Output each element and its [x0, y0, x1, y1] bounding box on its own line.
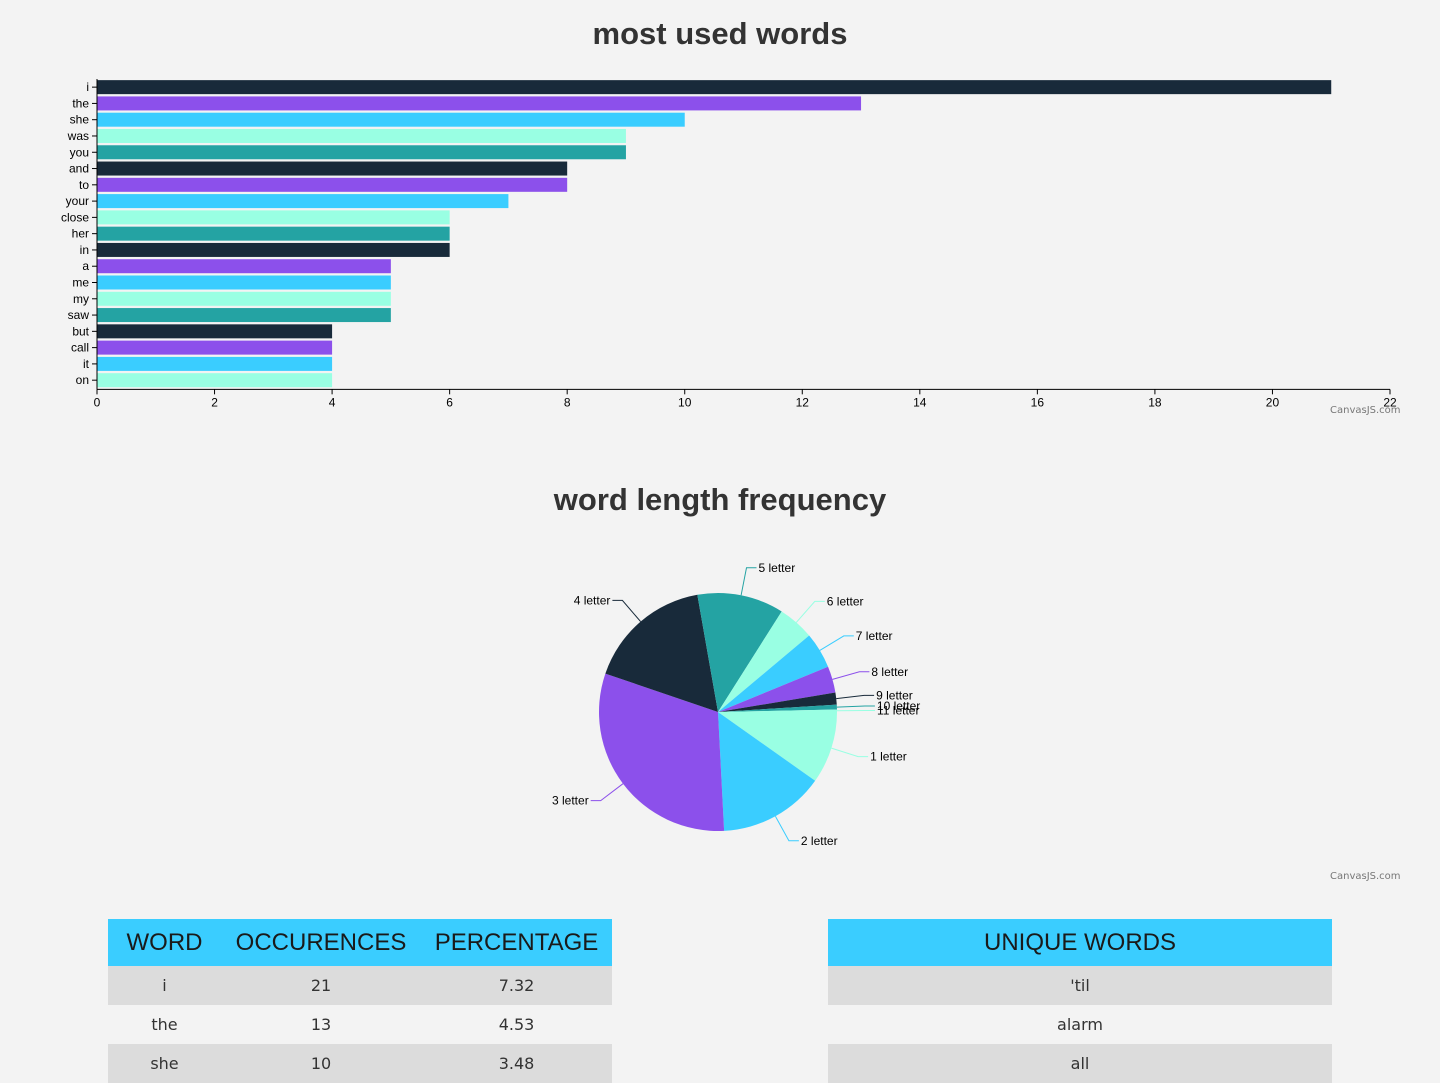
- pie-label: 3 letter: [552, 794, 589, 808]
- cell-percentage: 3.48: [421, 1044, 612, 1083]
- table-row: all: [828, 1044, 1332, 1083]
- pie-label: 11 letter: [877, 704, 919, 718]
- cell-occurences: 10: [221, 1044, 421, 1083]
- header-unique-words: UNIQUE WORDS: [828, 919, 1332, 966]
- cell-word: i: [108, 966, 221, 1005]
- word-occurrences-table: WORD OCCURENCES PERCENTAGE i 21 7.32 the…: [108, 919, 612, 1083]
- cell-word: she: [108, 1044, 221, 1083]
- pie-leader-line: [591, 784, 623, 801]
- pie-leader-line: [612, 600, 640, 621]
- pie-label: 4 letter: [574, 593, 611, 607]
- table-row: 'til: [828, 966, 1332, 1005]
- pie-leader-line: [833, 672, 870, 680]
- cell-percentage: 7.32: [421, 966, 612, 1005]
- cell-unique-word: all: [828, 1044, 1332, 1083]
- pie-leader-line: [741, 568, 756, 596]
- table-row: the 13 4.53: [108, 1005, 612, 1044]
- pie-label: 5 letter: [759, 561, 796, 575]
- cell-occurences: 21: [221, 966, 421, 1005]
- header-word: WORD: [108, 919, 221, 966]
- pie-label: 1 letter: [870, 750, 907, 764]
- pie-chart-credit[interactable]: CanvasJS.com: [1330, 871, 1401, 882]
- table-header-row: UNIQUE WORDS: [828, 919, 1332, 966]
- pie-leader-line: [796, 601, 825, 622]
- pie-label: 2 letter: [801, 834, 838, 848]
- table-row: she 10 3.48: [108, 1044, 612, 1083]
- pie-leader-line: [820, 636, 854, 651]
- pie-leader-line: [775, 816, 799, 841]
- pie-chart: 1 letter 2 letter 3 letter 4 letter 5 letter…: [0, 0, 1440, 900]
- cell-unique-word: alarm: [828, 1005, 1332, 1044]
- cell-word: the: [108, 1005, 221, 1044]
- pie-leader-line: [837, 706, 875, 707]
- cell-unique-word: 'til: [828, 966, 1332, 1005]
- pie-label: 8 letter: [871, 665, 908, 679]
- pie-label: 7 letter: [856, 629, 893, 643]
- cell-occurences: 13: [221, 1005, 421, 1044]
- pie-leader-line: [836, 695, 874, 698]
- table-header-row: WORD OCCURENCES PERCENTAGE: [108, 919, 612, 966]
- pie-leader-line: [831, 748, 868, 757]
- table-row: alarm: [828, 1005, 1332, 1044]
- table-row: i 21 7.32: [108, 966, 612, 1005]
- cell-percentage: 4.53: [421, 1005, 612, 1044]
- pie-label: 6 letter: [827, 594, 864, 608]
- header-percentage: PERCENTAGE: [421, 919, 612, 966]
- header-occurences: OCCURENCES: [221, 919, 421, 966]
- unique-words-table: UNIQUE WORDS 'til alarm all: [828, 919, 1332, 1083]
